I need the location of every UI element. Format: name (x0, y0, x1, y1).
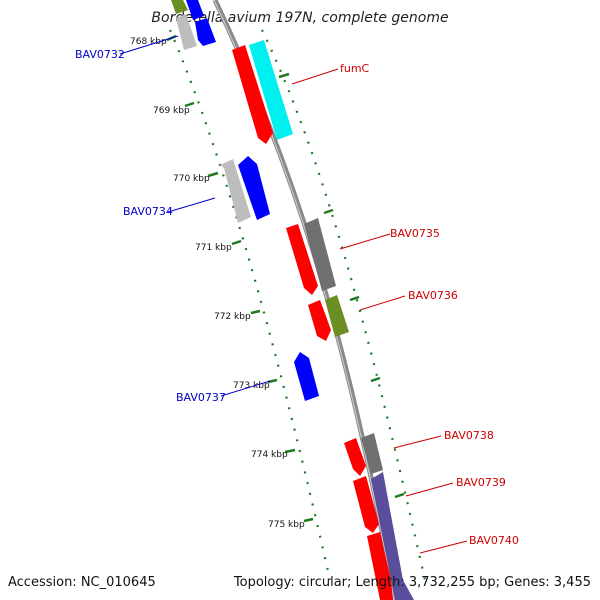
scale-ruler-left (168, 29, 332, 581)
gene-label-bav0739[interactable]: BAV0739 (456, 476, 506, 489)
feature-bav0735[interactable] (286, 218, 336, 295)
feature-bav0738[interactable] (344, 433, 383, 476)
feature-bav0737[interactable] (294, 352, 319, 401)
gene-label-bav0735[interactable]: BAV0735 (390, 227, 440, 240)
feature-bav0736[interactable] (308, 295, 349, 341)
gene-label-bav0732[interactable]: BAV0732 (75, 48, 125, 61)
scale-label-773: 773 kbp (233, 381, 270, 391)
accession-text: Accession: NC_010645 (8, 575, 156, 590)
scale-label-768: 768 kbp (130, 37, 167, 47)
scale-label-771: 771 kbp (195, 243, 232, 253)
genome-summary-text: Topology: circular; Length: 3,732,255 bp… (233, 575, 591, 590)
scale-label-769: 769 kbp (153, 106, 190, 116)
feature-fumc[interactable] (232, 40, 293, 144)
gene-label-bav0734[interactable]: BAV0734 (123, 205, 173, 218)
scale-label-772: 772 kbp (214, 312, 251, 322)
gene-label-bav0737[interactable]: BAV0737 (176, 391, 226, 404)
scale-label-774: 774 kbp (251, 450, 288, 460)
scale-label-775: 775 kbp (268, 520, 305, 530)
gene-label-bav0738[interactable]: BAV0738 (444, 429, 494, 442)
gene-label-fumc[interactable]: fumC (340, 62, 370, 75)
gene-label-bav0736[interactable]: BAV0736 (408, 289, 458, 302)
label-leaders (119, 35, 468, 554)
feature-bav0740[interactable] (367, 532, 393, 600)
scale-ticks-right (278, 72, 405, 499)
scale-ruler-right (261, 29, 427, 581)
feature-bav0734[interactable] (220, 156, 270, 223)
feature-bav0739[interactable] (353, 472, 414, 600)
scale-label-770: 770 kbp (173, 174, 210, 184)
gene-label-bav0740[interactable]: BAV0740 (469, 534, 519, 547)
feature-bav0732[interactable] (171, 0, 216, 50)
